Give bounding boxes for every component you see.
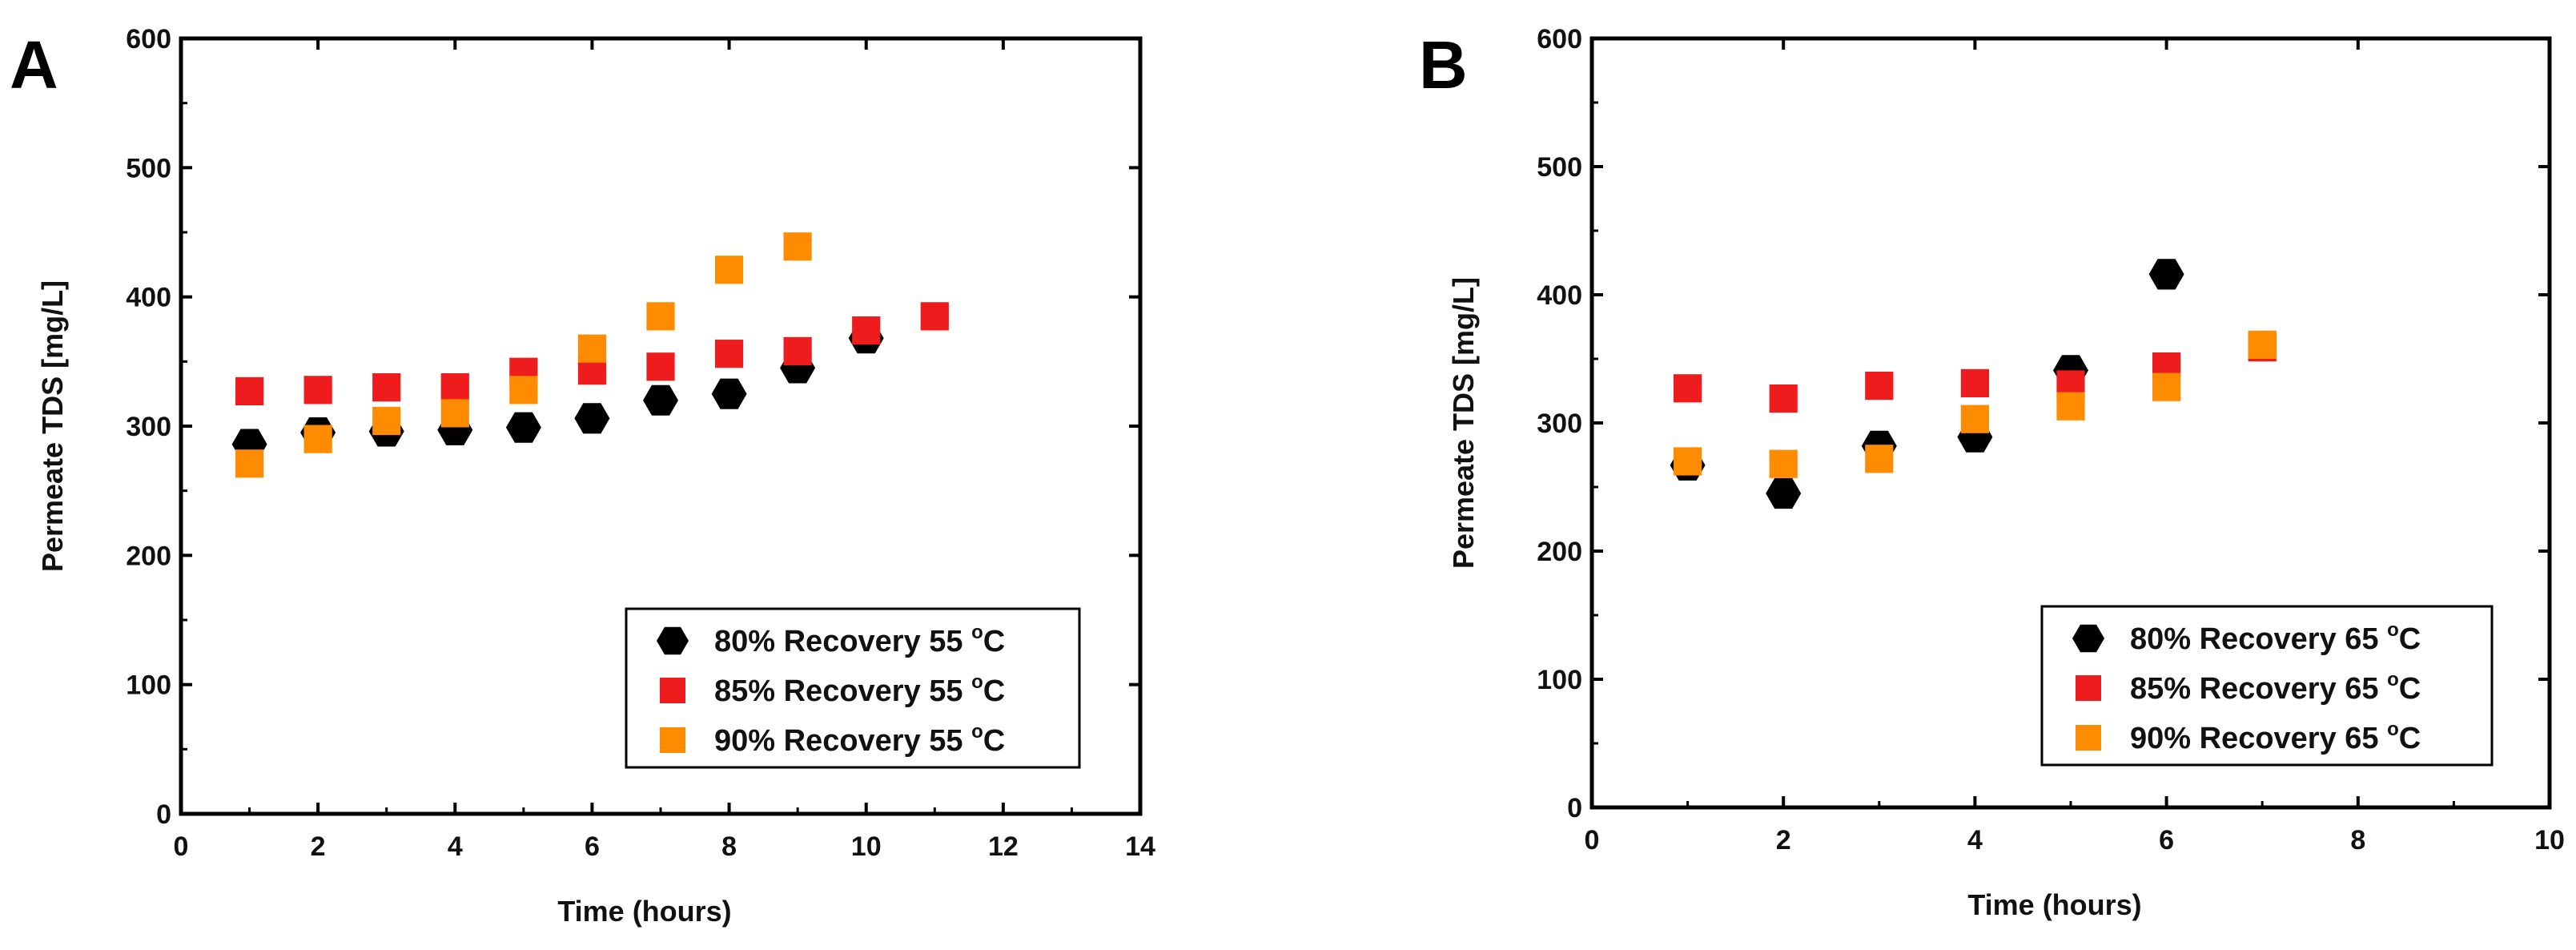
data-point [714, 340, 744, 368]
legend-marker [2076, 675, 2101, 701]
data-point [714, 256, 744, 284]
y-tick-label: 100 [1537, 665, 1582, 695]
legend-marker [657, 626, 689, 655]
data-point [1769, 384, 1798, 413]
series-2 [1674, 330, 2277, 478]
data-point [574, 403, 610, 434]
y-tick-label: 200 [126, 541, 171, 571]
x-tick-label: 4 [1967, 825, 1983, 855]
data-point [2248, 330, 2277, 359]
data-point [235, 376, 264, 406]
x-tick-label: 0 [174, 831, 189, 862]
legend-marker [660, 678, 685, 703]
data-point [440, 399, 469, 428]
data-point [1769, 449, 1798, 478]
data-point [1960, 368, 1989, 397]
y-tick-label: 0 [1567, 793, 1582, 823]
panel-label: A [10, 27, 58, 103]
data-point [783, 232, 812, 261]
data-point [2056, 392, 2085, 421]
y-axis-title: Permeate TDS [mg/L] [1447, 277, 1480, 569]
x-axis-title: Time (hours) [1967, 888, 2141, 921]
data-point [783, 336, 812, 366]
data-point [711, 378, 747, 409]
data-point [2152, 372, 2181, 401]
x-tick-label: 12 [988, 831, 1019, 862]
legend-entry: 85% Recovery 65 oC [2130, 669, 2421, 706]
series-0 [1670, 259, 2184, 509]
x-tick-label: 6 [585, 831, 600, 862]
y-tick-label: 600 [126, 24, 171, 54]
data-point [1674, 374, 1702, 403]
x-tick-label: 4 [448, 831, 463, 862]
data-point [235, 449, 264, 478]
legend-entry: 90% Recovery 65 oC [2130, 719, 2421, 755]
data-point [852, 316, 881, 345]
y-tick-label: 400 [1537, 280, 1582, 311]
data-point [1766, 477, 1802, 509]
data-point [646, 302, 675, 331]
x-tick-label: 2 [1776, 825, 1791, 855]
y-axis-title: Permeate TDS [mg/L] [36, 280, 69, 572]
data-point [643, 384, 678, 416]
data-point [2148, 259, 2184, 290]
y-tick-label: 600 [1537, 24, 1582, 54]
x-tick-label: 6 [2159, 825, 2174, 855]
data-point [372, 373, 401, 402]
y-tick-label: 200 [1537, 537, 1582, 567]
x-tick-label: 8 [2350, 825, 2365, 855]
data-point [509, 376, 538, 405]
y-tick-label: 300 [1537, 409, 1582, 439]
y-tick-label: 100 [126, 670, 171, 701]
data-point [303, 376, 332, 405]
series-1 [235, 302, 949, 406]
x-axis-title: Time (hours) [557, 895, 731, 928]
panel-label: B [1419, 27, 1468, 103]
x-tick-label: 2 [311, 831, 326, 862]
chart-panel-a: A 0 2 4 6 8 10 12 14 0 100 200 300 400 500 600 Time (hou… [10, 24, 1155, 928]
data-point [1674, 447, 1702, 476]
y-tick-label: 400 [126, 283, 171, 313]
series-2 [235, 232, 812, 478]
y-tick-label: 300 [126, 412, 171, 442]
data-point [505, 412, 541, 443]
data-point [1960, 405, 1989, 433]
data-point [303, 425, 332, 453]
legend-entry: 80% Recovery 55 oC [714, 622, 1005, 658]
data-point [440, 373, 469, 402]
legend-entry: 90% Recovery 55 oC [714, 721, 1005, 758]
legend-marker [660, 727, 685, 753]
data-point [1865, 445, 1894, 473]
legend-entry: 80% Recovery 65 oC [2130, 619, 2421, 656]
series-1 [1674, 333, 2277, 413]
x-tick-label: 8 [721, 831, 737, 862]
y-tick-label: 500 [126, 153, 171, 183]
data-point [646, 352, 675, 381]
data-point [577, 334, 607, 363]
y-tick-label: 0 [156, 799, 171, 830]
x-tick-label: 10 [851, 831, 882, 862]
legend-marker [2076, 725, 2101, 751]
x-tick-label: 0 [1585, 825, 1600, 855]
data-point [920, 302, 949, 331]
legend-entry: 85% Recovery 55 oC [714, 671, 1005, 708]
data-point [1865, 372, 1894, 401]
legend: 80% Recovery 65 oC 85% Recovery 65 oC 90% … [2040, 605, 2494, 767]
legend-box [625, 607, 1081, 769]
legend-box [2040, 605, 2494, 767]
y-tick-label: 500 [1537, 152, 1582, 183]
x-tick-label: 14 [1125, 831, 1155, 862]
x-tick-label: 10 [2534, 825, 2565, 855]
data-point [372, 406, 401, 436]
legend-marker [2072, 624, 2104, 653]
legend: 80% Recovery 55 oC 85% Recovery 55 oC 90% … [625, 607, 1081, 769]
